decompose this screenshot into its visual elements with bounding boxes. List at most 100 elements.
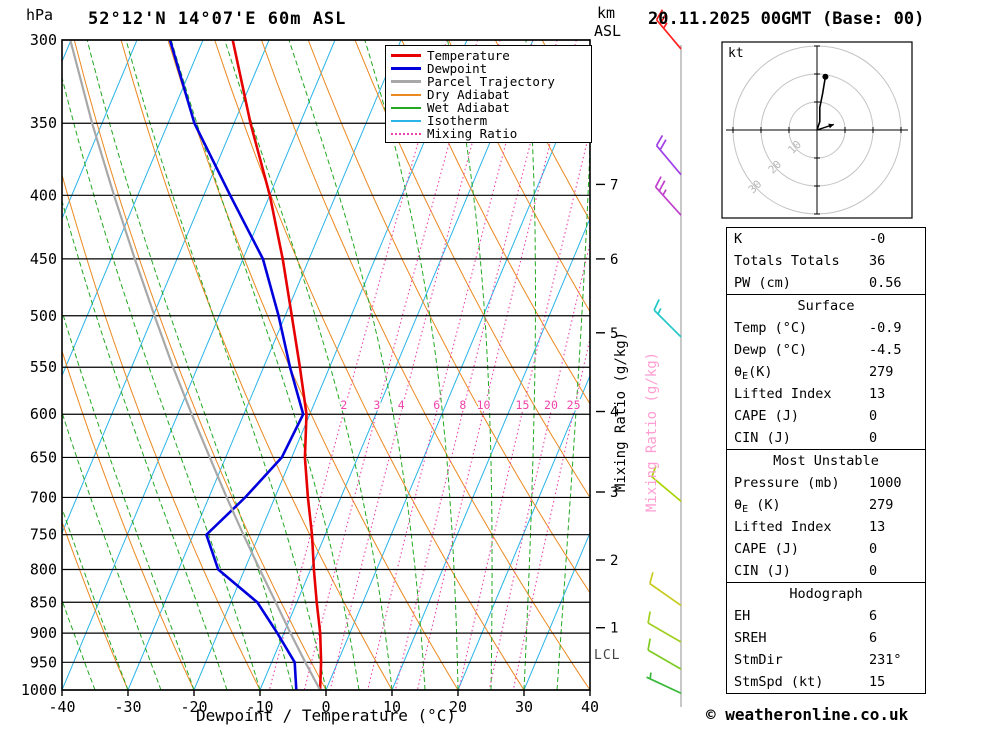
chart-legend: Temperature Dewpoint Parcel Trajectory Dry … xyxy=(385,45,592,143)
table-row-value: 231° xyxy=(869,652,902,668)
page-title: 52°12'N 14°07'E 60m ASL xyxy=(88,9,347,29)
km-tick-label: 4 xyxy=(610,405,618,421)
table-row-label: θE(K) xyxy=(734,364,773,382)
table-row: Lifted Index 13 xyxy=(727,383,925,405)
pressure-tick-label: 950 xyxy=(30,653,57,671)
wet-adiabat-line xyxy=(62,506,129,690)
indices-table: K -0 Totals Totals 36 PW (cm) 0.56 Surface Temp… xyxy=(726,227,926,694)
isotherm-line xyxy=(62,40,270,535)
pressure-tick-label: 600 xyxy=(30,405,57,423)
hodograph-unit-label: kt xyxy=(728,46,744,61)
x-tick-label: 0 xyxy=(321,698,330,716)
dry-adiabat-line xyxy=(401,40,590,405)
km-tick-label: 6 xyxy=(610,252,618,268)
table-row-label: StmSpd (kt) xyxy=(734,674,824,690)
mixing-ratio-value-label: 10 xyxy=(477,398,491,412)
table-row: EH 6 xyxy=(727,605,925,627)
table-row-label: CIN (J) xyxy=(734,430,791,446)
table-row: CIN (J) 0 xyxy=(727,560,925,582)
wind-barb xyxy=(647,638,682,670)
isotherm-line xyxy=(391,217,590,690)
mixing-ratio-value-label: 20 xyxy=(544,398,558,412)
pressure-tick-label: 350 xyxy=(30,114,57,132)
mixing-ratio-value-label: 3 xyxy=(373,398,380,412)
table-row: StmDir 231° xyxy=(727,649,925,671)
wind-barb xyxy=(655,9,682,50)
table-row-label: CAPE (J) xyxy=(734,541,800,557)
km-tick-label: 2 xyxy=(610,553,618,569)
wind-barb xyxy=(647,611,682,643)
table-row-value: 0 xyxy=(869,430,878,446)
x-tick-label: -20 xyxy=(180,698,207,716)
pressure-tick-label: 1000 xyxy=(21,681,57,699)
isotherm-line xyxy=(62,40,336,690)
wind-barb xyxy=(646,672,682,694)
table-row: Lifted Index 13 xyxy=(727,516,925,538)
legend-item-temperature: Temperature xyxy=(386,49,591,62)
table-row-value: 0 xyxy=(869,408,878,424)
isotherm-line xyxy=(62,40,138,220)
legend-item-dewpoint: Dewpoint xyxy=(386,62,591,75)
wet-adiabat-line xyxy=(86,40,294,690)
table-row: Dewp (°C) -4.5 xyxy=(727,339,925,361)
table-row-value: -0.9 xyxy=(869,320,902,336)
table-section-header: Hodograph xyxy=(789,586,863,602)
x-tick-label: 40 xyxy=(581,698,599,716)
table-row: CAPE (J) 0 xyxy=(727,538,925,560)
table-row-label: θE (K) xyxy=(734,497,781,515)
pressure-tick-label: 750 xyxy=(30,526,57,544)
table-row-label: Temp (°C) xyxy=(734,320,808,336)
dry-adiabat-line xyxy=(448,40,590,313)
wind-barb xyxy=(654,176,682,216)
table-row-value: -0 xyxy=(869,231,886,247)
table-section-header: Surface xyxy=(797,298,855,314)
wet-adiabat-line xyxy=(0,40,29,690)
lcl-marker-label: LCL xyxy=(594,648,621,663)
wind-barb xyxy=(653,299,682,338)
legend-label: Dewpoint xyxy=(427,61,488,76)
table-section-hodograph: Hodograph EH 6 SREH 6 StmDir 231° StmSpd (kt) 15 xyxy=(726,582,926,694)
wet-adiabat-line-swatch xyxy=(391,106,421,109)
x-tick-label: -30 xyxy=(114,698,141,716)
wind-barb xyxy=(651,465,682,502)
isotherm-line xyxy=(325,60,590,690)
trace-temperature xyxy=(231,40,323,690)
table-section-most-unstable: Most Unstable Pressure (mb) 1000 θE (K) 279 L… xyxy=(726,449,926,583)
km-tick-label: 7 xyxy=(610,177,618,193)
wet-adiabat-line xyxy=(62,410,162,690)
pressure-unit-label: hPa xyxy=(26,6,54,24)
table-row-label: CAPE (J) xyxy=(734,408,800,424)
isotherm-line-swatch xyxy=(391,119,421,122)
table-row-label: Pressure (mb) xyxy=(734,475,840,491)
table-row-value: 15 xyxy=(869,674,886,690)
table-row-label: K xyxy=(734,231,743,247)
table-row-label: SREH xyxy=(734,630,767,646)
pressure-tick-label: 500 xyxy=(30,307,57,325)
dry-adiabat-line xyxy=(62,520,129,690)
copyright-label: © weatheronline.co.uk xyxy=(706,705,909,724)
table-row-label: EH xyxy=(734,608,751,624)
mixing-ratio-line xyxy=(512,336,590,690)
wet-adiabat-line xyxy=(62,199,228,690)
pressure-tick-label: 550 xyxy=(30,358,57,376)
km-tick-label: 5 xyxy=(610,326,618,342)
mixing-ratio-value-label: 6 xyxy=(433,398,440,412)
legend-label: Wet Adiabat xyxy=(427,100,510,115)
table-row-value: 1000 xyxy=(869,475,902,491)
km-tick-label: 3 xyxy=(610,485,618,501)
hodograph-trace-endpoint xyxy=(822,73,829,80)
table-row: Pressure (mb) 1000 xyxy=(727,472,925,494)
isotherm-line xyxy=(523,531,590,690)
pressure-tick-label: 850 xyxy=(30,593,57,611)
legend-label: Isotherm xyxy=(427,113,488,128)
x-tick-label: 10 xyxy=(383,698,401,716)
table-row: Temp (°C) -0.9 xyxy=(727,317,925,339)
mixing-ratio-axis-label: Mixing Ratio (g/kg) xyxy=(613,331,629,493)
asl-axis-label: ASL xyxy=(594,22,622,40)
trace-parcel-trajectory xyxy=(69,40,322,690)
storm-motion-arrowhead xyxy=(828,123,834,129)
table-row-label: Lifted Index xyxy=(734,519,832,535)
table-row-label: Dewp (°C) xyxy=(734,342,808,358)
